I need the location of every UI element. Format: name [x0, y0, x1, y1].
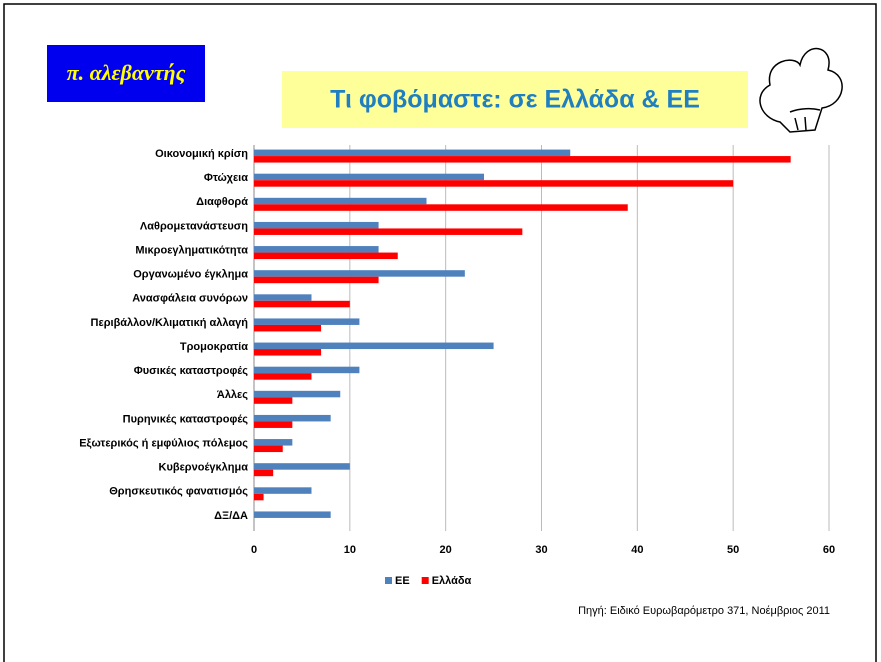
bar — [254, 228, 523, 235]
legend-label: ΕΕ — [395, 575, 410, 587]
bar — [254, 173, 484, 181]
y-tick-label: Οικονομική κρίση — [155, 148, 248, 160]
y-tick-label: Φτώχεια — [204, 172, 248, 184]
slide-border — [3, 3, 877, 662]
bar — [254, 324, 322, 332]
bar — [254, 469, 274, 477]
y-tick-label: Φυσικές καταστροφές — [134, 365, 249, 377]
y-tick-label: Εξωτερικός ή εμφύλιος πόλεμος — [79, 437, 248, 449]
logo-box — [47, 45, 205, 102]
bar — [254, 390, 341, 398]
bar — [254, 439, 293, 446]
bar — [254, 252, 398, 260]
x-tick-label: 10 — [344, 544, 356, 556]
bar — [254, 342, 494, 350]
bar — [254, 397, 293, 404]
x-tick-label: 20 — [440, 544, 452, 556]
bar — [254, 511, 331, 518]
bar — [254, 197, 427, 205]
title-box — [282, 71, 748, 128]
x-tick-label: 30 — [535, 544, 547, 556]
x-tick-label: 40 — [631, 544, 643, 556]
chart-title: Τι φοβόμαστε: σε Ελλάδα & ΕΕ — [330, 86, 700, 114]
bar — [254, 493, 264, 501]
bar — [254, 421, 293, 428]
legend-label: Ελλάδα — [432, 575, 472, 587]
bar — [254, 270, 465, 277]
y-tick-label: Οργανωμένο έγκλημα — [133, 269, 248, 281]
bar — [254, 276, 379, 284]
bar — [254, 445, 283, 453]
bar — [254, 414, 331, 422]
bar — [254, 156, 791, 163]
y-tick-label: Θρησκευτικός φανατισμός — [109, 486, 248, 498]
bar — [254, 373, 312, 380]
bar — [254, 149, 571, 157]
logo: π. αλεβαντής — [67, 60, 186, 85]
y-tick-label: Άλλες — [217, 389, 248, 401]
y-tick-label: Διαφθορά — [196, 196, 248, 208]
y-tick-label: Κυβερνοέγκλημα — [159, 462, 249, 474]
bar — [254, 463, 350, 470]
y-tick-label: Περιβάλλον/Κλιματική αλλαγή — [91, 317, 249, 329]
bar — [254, 487, 312, 494]
bar — [254, 204, 628, 211]
x-tick-label: 50 — [727, 544, 739, 556]
y-tick-label: Πυρηνικές καταστροφές — [123, 413, 249, 425]
legend-swatch — [385, 577, 392, 584]
legend-swatch — [421, 577, 429, 584]
bar — [254, 294, 312, 301]
y-tick-label: Τρομοκρατία — [180, 341, 248, 353]
y-tick-label: Ανασφάλεια συνόρων — [132, 293, 248, 305]
y-tick-label: Λαθρομετανάστευση — [140, 220, 248, 232]
bar — [254, 180, 734, 187]
bar — [254, 318, 360, 325]
source-note: Πηγή: Ειδικό Ευρωβαρόμετρο 371, Νοέμβριο… — [578, 605, 830, 617]
bar — [254, 366, 360, 374]
bar — [254, 246, 379, 253]
x-tick-label: 60 — [823, 544, 835, 556]
x-tick-label: 0 — [251, 544, 257, 556]
bar — [254, 300, 350, 308]
y-tick-label: ΔΞ/ΔΑ — [214, 510, 248, 522]
chef-hat-icon — [759, 48, 843, 133]
y-tick-label: Μικροεγληματικότητα — [135, 244, 248, 256]
bar — [254, 221, 379, 229]
bar — [254, 349, 322, 356]
